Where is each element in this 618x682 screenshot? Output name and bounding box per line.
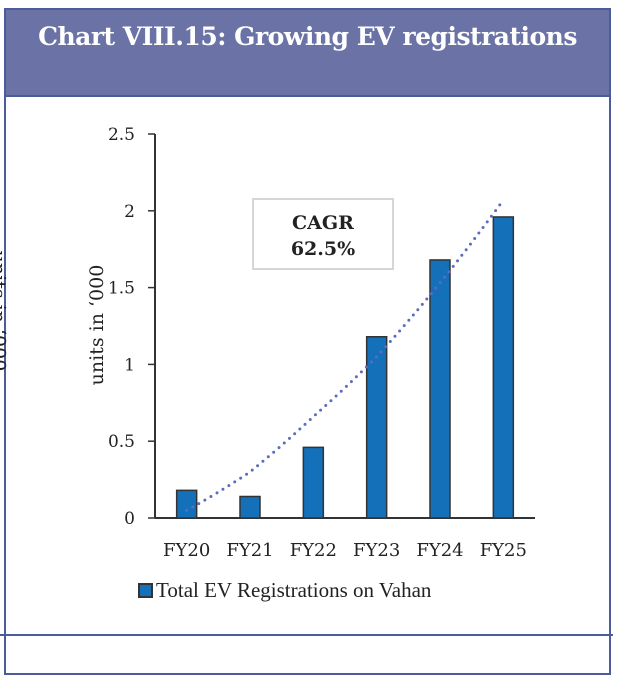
legend: Total EV Registrations on Vahan — [138, 578, 431, 603]
cagr-annotation: CAGR 62.5% — [252, 198, 394, 270]
x-tick-label: FY24 — [416, 540, 463, 561]
bar-fy24 — [429, 259, 451, 519]
bar-fy25 — [492, 216, 515, 519]
x-tick-label: FY25 — [480, 540, 527, 561]
divider — [0, 634, 613, 636]
chart-title: Chart VIII.15: Growing EV registrations — [4, 8, 611, 97]
y-tick-label: 0 — [124, 509, 135, 529]
legend-swatch — [138, 583, 153, 598]
x-tick-label: FY21 — [226, 540, 273, 561]
legend-label: Total EV Registrations on Vahan — [156, 578, 432, 602]
y-tick-label: 1 — [124, 355, 135, 375]
bar-fy21 — [239, 495, 261, 519]
x-tick-label: FY20 — [163, 540, 210, 561]
trendline — [185, 198, 505, 512]
x-tick-label: FY22 — [290, 540, 337, 561]
cagr-label: CAGR — [292, 212, 354, 234]
y-tick-label: 2.5 — [108, 125, 135, 145]
x-tick-label: FY23 — [353, 540, 400, 561]
bar-fy20 — [175, 489, 198, 519]
cagr-value: 62.5% — [290, 238, 356, 260]
bar-fy22 — [302, 446, 325, 519]
chart-frame — [4, 8, 611, 675]
bar-fy23 — [365, 336, 388, 519]
y-tick-label: 1.5 — [108, 279, 135, 299]
y-tick-label: 2 — [124, 202, 135, 222]
y-tick-label: 0.5 — [108, 432, 135, 452]
y-axis-label: units in ‘000 — [86, 265, 108, 386]
